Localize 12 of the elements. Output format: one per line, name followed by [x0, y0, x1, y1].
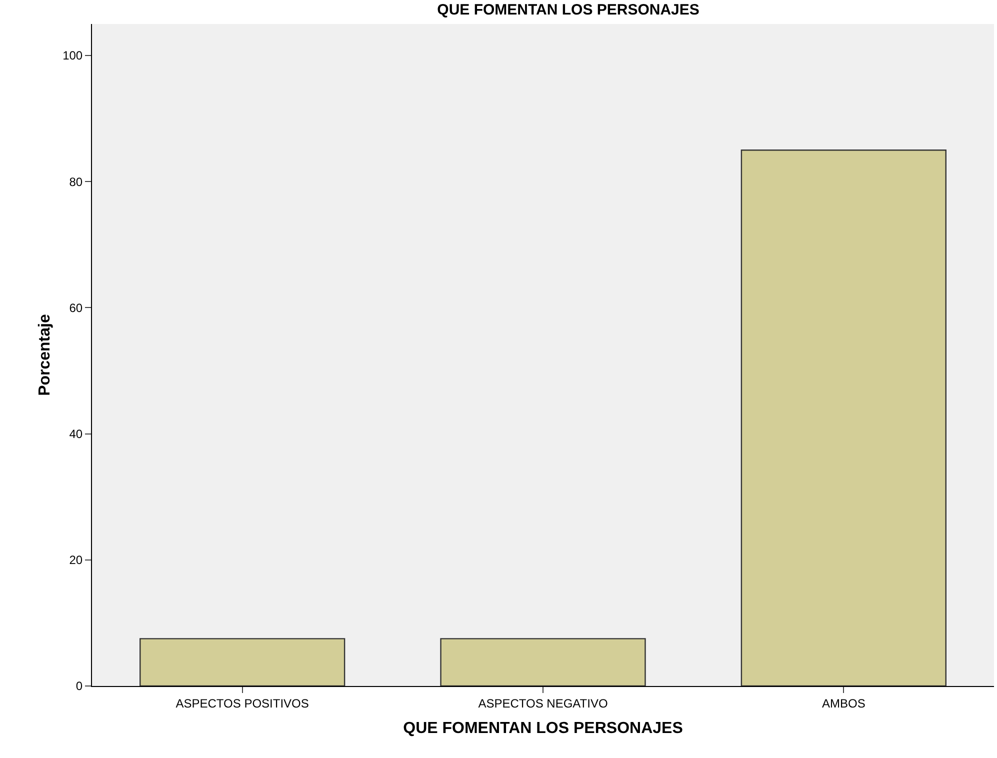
y-tick-label: 0 — [76, 679, 83, 694]
x-tick-label: AMBOS — [822, 696, 866, 710]
x-axis-title: QUE FOMENTAN LOS PERSONAJES — [403, 720, 684, 738]
y-tick-label: 60 — [69, 300, 83, 315]
y-tick-label: 40 — [69, 427, 83, 442]
y-axis-title: Porcentaje — [36, 314, 54, 396]
x-tick-label: ASPECTOS NEGATIVO — [478, 696, 608, 710]
x-tick-label: ASPECTOS POSITIVOS — [176, 696, 309, 710]
chart-title: QUE FOMENTAN LOS PERSONAJES — [437, 1, 700, 18]
y-tick-label: 20 — [69, 553, 83, 568]
y-tick-label: 100 — [62, 48, 83, 63]
y-tick-label: 80 — [69, 174, 83, 189]
